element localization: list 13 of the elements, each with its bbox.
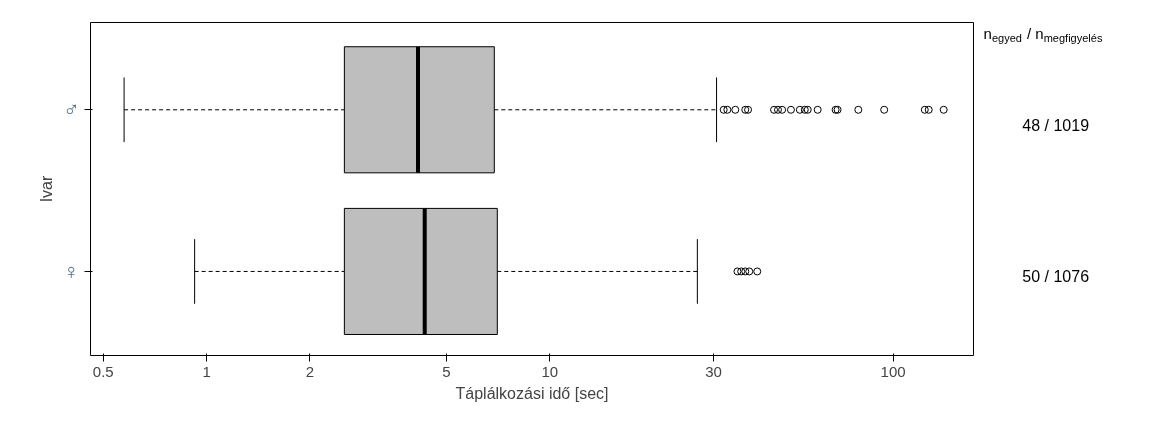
- x-tick-label: 30: [705, 362, 722, 380]
- y-tick-label: ♂: [63, 97, 80, 123]
- x-tick-label: 100: [880, 362, 906, 380]
- x-tick-label: 5: [442, 362, 451, 380]
- y-tick-label: ♀: [63, 258, 80, 284]
- x-tick-label: 10: [541, 362, 559, 380]
- x-tick-label: 2: [305, 362, 315, 380]
- x-tick-label: 1: [202, 362, 211, 380]
- text: 50 / 1076: [1022, 268, 1090, 286]
- text: 48 / 1019: [1022, 116, 1090, 134]
- x-tick-label: 0.5: [92, 362, 114, 380]
- y-axis-title: Ivar: [38, 174, 55, 203]
- x-axis-title: Táplálkozási idő [sec]: [455, 384, 609, 402]
